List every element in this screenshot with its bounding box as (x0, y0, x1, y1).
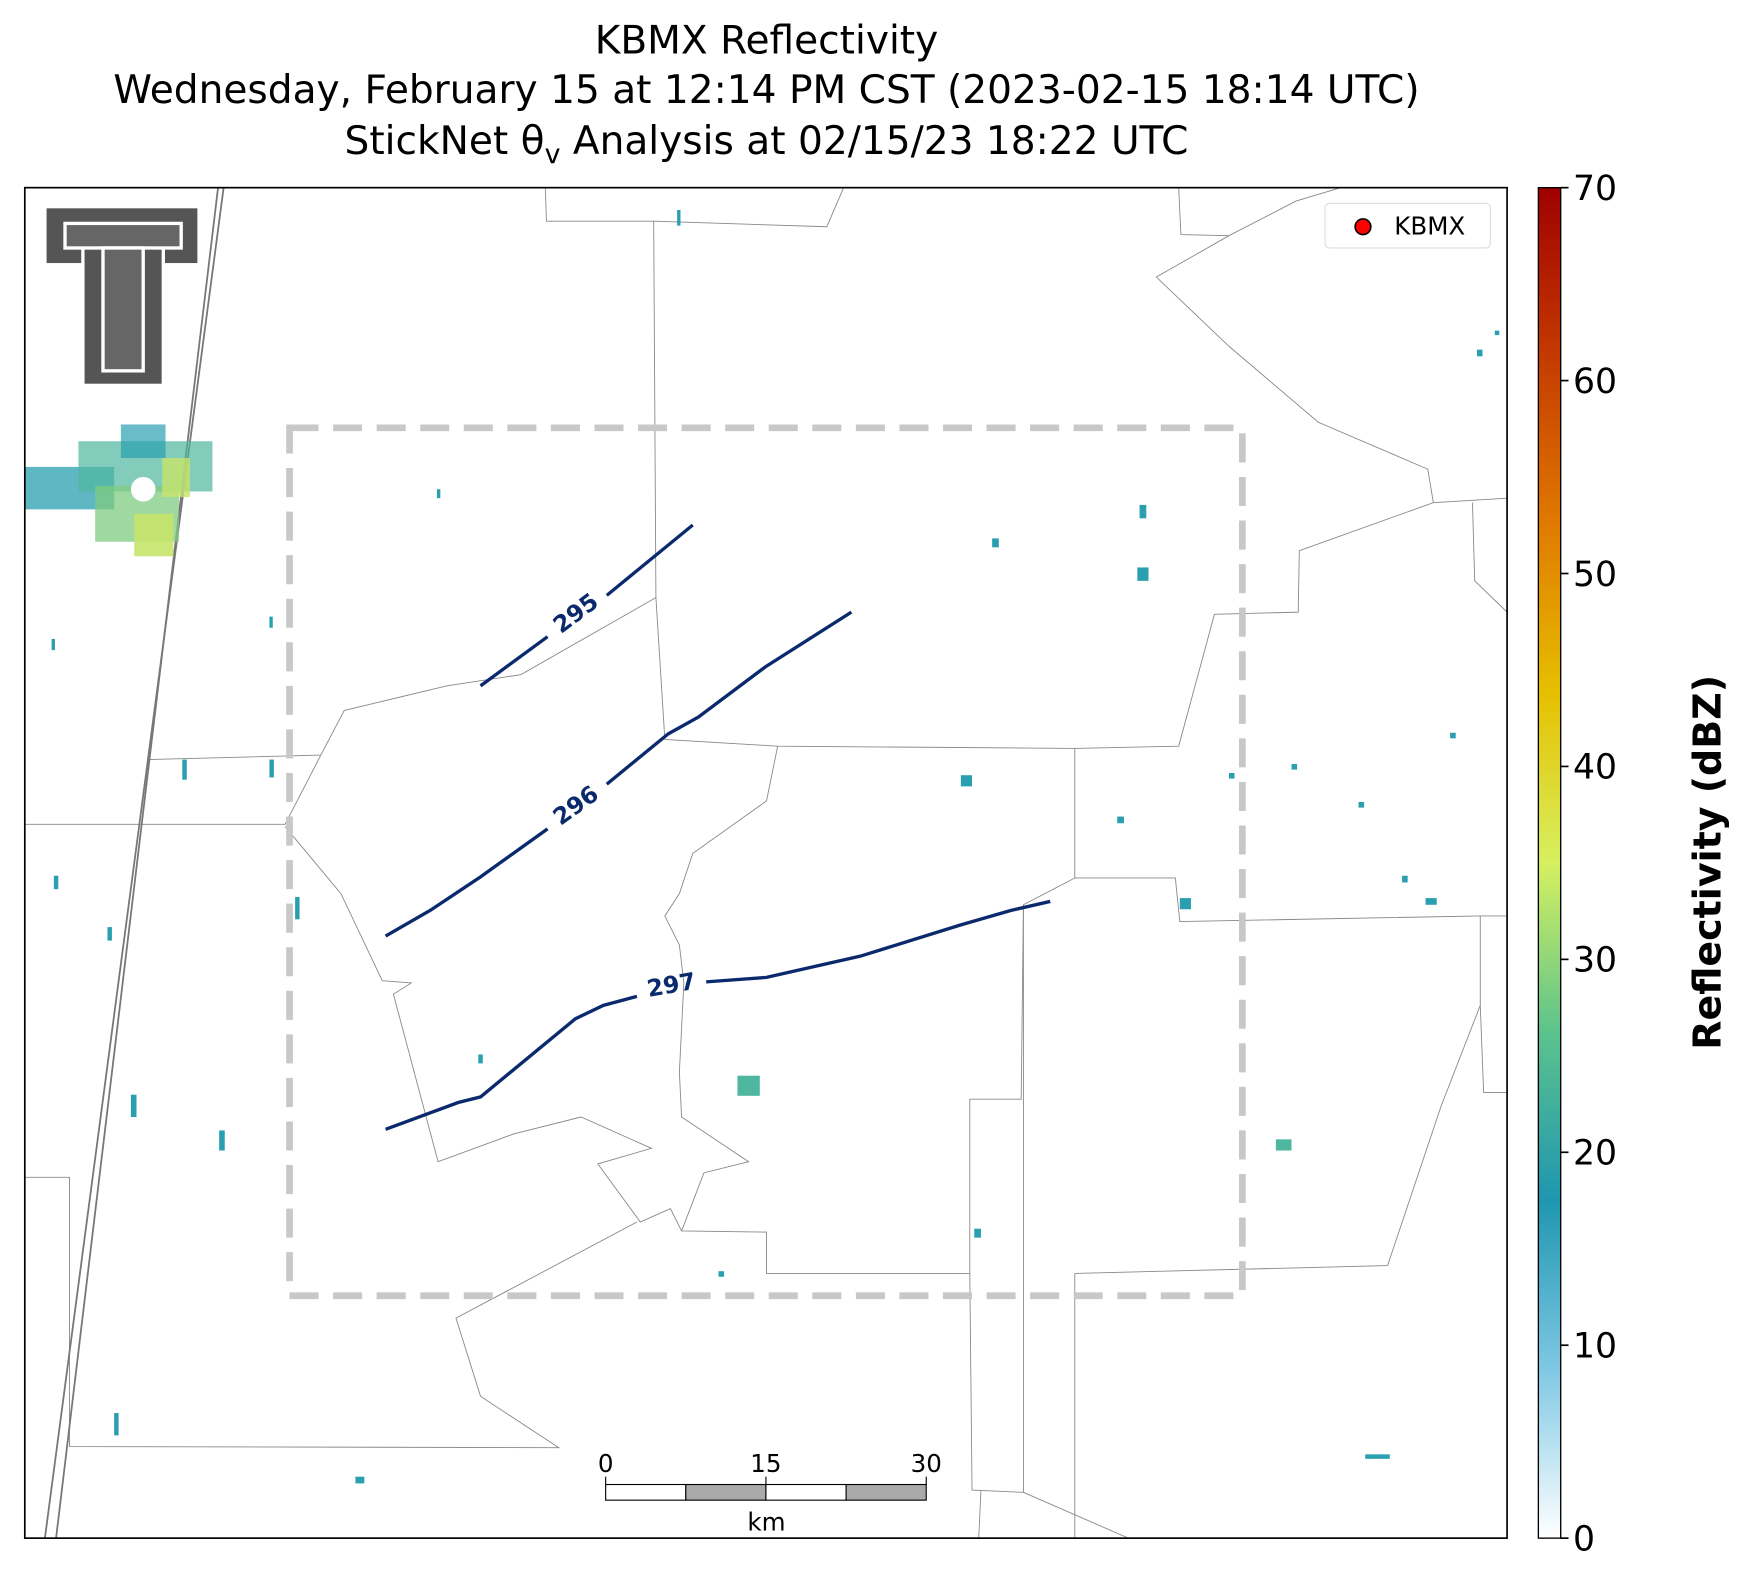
scale-bar: km 0 15 30 (598, 1449, 942, 1536)
scale-tick-label: 0 (598, 1449, 614, 1478)
contour-295 (479, 523, 694, 688)
colorbar: Reflectivity (dBZ) 0 10 20 30 40 50 60 70 (1537, 169, 1729, 1559)
colorbar-tick-label: 0 (1573, 1519, 1595, 1559)
map-background (24, 187, 1508, 1539)
scale-segment (845, 1483, 927, 1501)
scale-tick-label: 30 (911, 1449, 942, 1478)
scale-segment (765, 1483, 847, 1501)
title-pre: StickNet θ (345, 119, 545, 164)
colorbar-tick-label: 10 (1573, 1327, 1617, 1367)
contour-296 (384, 610, 853, 938)
legend-box (1324, 202, 1491, 249)
tt-logo (43, 204, 201, 388)
legend-marker (1354, 218, 1372, 236)
colorbar-tick-label: 70 (1573, 169, 1617, 209)
title-line-1: KBMX Reflectivity (595, 19, 939, 64)
title-post: Analysis at 02/15/23 18:22 UTC (560, 119, 1188, 164)
colorbar-tick-label: 40 (1573, 748, 1617, 788)
colorbar-ramp (1537, 186, 1562, 1539)
contour-297 (385, 899, 1051, 1131)
radar-echoes (24, 210, 1500, 1484)
colorbar-label: Reflectivity (dBZ) (1685, 675, 1729, 1050)
colorbar-tick-label: 30 (1573, 941, 1617, 981)
title-line-2: Wednesday, February 15 at 12:14 PM CST (… (113, 68, 1419, 113)
legend: KBMX (1324, 202, 1491, 249)
colorbar-tick-label: 50 (1573, 555, 1617, 595)
analysis-domain-box (286, 424, 1246, 1300)
colorbar-tick-label: 60 (1573, 362, 1617, 402)
map-frame (23, 186, 1508, 1539)
scale-segment (685, 1483, 767, 1501)
scale-unit: km (747, 1507, 785, 1536)
title-line-3: StickNet θv Analysis at 02/15/23 18:22 U… (345, 119, 1189, 170)
colorbar-tick-label: 20 (1573, 1134, 1617, 1174)
map-area: 295 296 297 KBMX km 0 15 30 (24, 187, 1508, 1539)
scale-tick-label: 15 (750, 1449, 781, 1478)
scale-segment (605, 1483, 687, 1501)
county-lines (24, 187, 1508, 1539)
title-sub: v (545, 139, 561, 170)
legend-label: KBMX (1394, 212, 1465, 241)
contours: 295 296 297 (384, 523, 1051, 1131)
